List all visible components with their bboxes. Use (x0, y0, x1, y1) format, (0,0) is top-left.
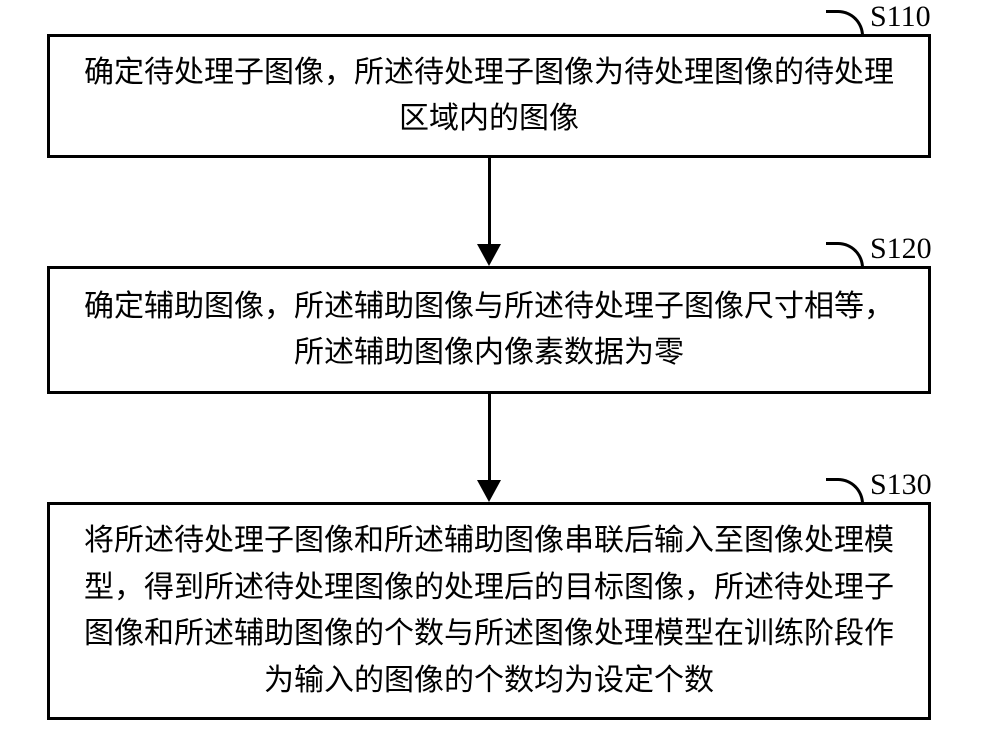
callout-s130 (826, 478, 864, 504)
step-box-s110: 确定待处理子图像，所述待处理子图像为待处理图像的待处理区域内的图像 (47, 34, 931, 158)
step-text: 将所述待处理子图像和所述辅助图像串联后输入至图像处理模型，得到所述待处理图像的处… (74, 518, 904, 704)
step-label-s110: S110 (870, 0, 931, 34)
callout-s110 (826, 10, 864, 36)
step-label-s130: S130 (870, 468, 932, 502)
step-label-s120: S120 (870, 232, 932, 266)
step-box-s130: 将所述待处理子图像和所述辅助图像串联后输入至图像处理模型，得到所述待处理图像的处… (47, 502, 931, 720)
callout-s120 (826, 242, 864, 268)
flowchart-canvas: 确定待处理子图像，所述待处理子图像为待处理图像的待处理区域内的图像 S110 确… (0, 0, 1000, 752)
arrow-1-line (488, 158, 491, 246)
step-box-s120: 确定辅助图像，所述辅助图像与所述待处理子图像尺寸相等，所述辅助图像内像素数据为零 (47, 266, 931, 394)
arrow-2-line (488, 394, 491, 482)
step-text: 确定待处理子图像，所述待处理子图像为待处理图像的待处理区域内的图像 (74, 50, 904, 143)
step-text: 确定辅助图像，所述辅助图像与所述待处理子图像尺寸相等，所述辅助图像内像素数据为零 (74, 284, 904, 377)
arrow-1-head (477, 244, 501, 266)
arrow-2-head (477, 480, 501, 502)
